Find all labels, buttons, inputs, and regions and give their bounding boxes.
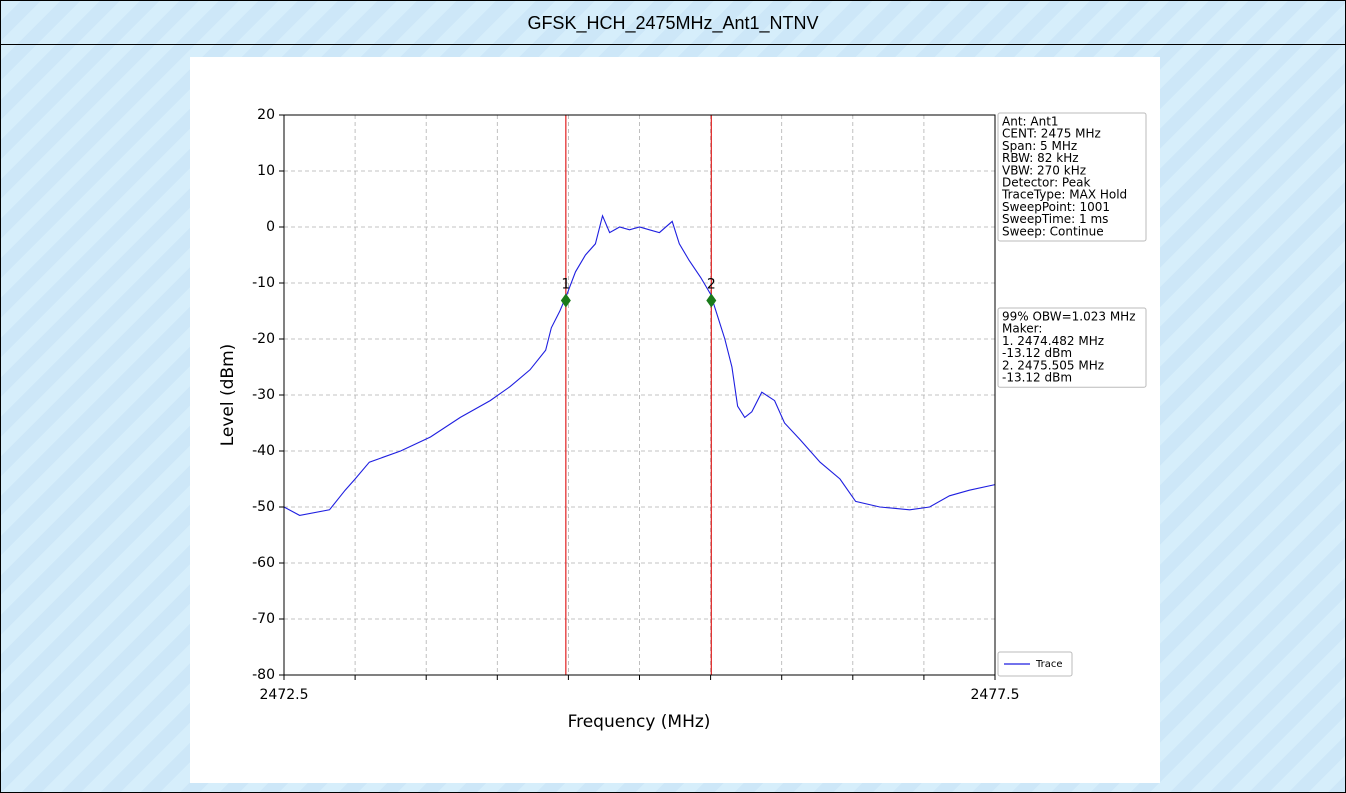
- legend-label: Trace: [1035, 659, 1063, 670]
- info-text: Span: 5 MHz: [1002, 139, 1077, 153]
- y-tick-label: -20: [252, 331, 275, 347]
- info-text: VBW: 270 kHz: [1002, 163, 1086, 177]
- info-text: Sweep: Continue: [1002, 224, 1104, 238]
- trace-line: [283, 214, 996, 516]
- y-tick-label: -30: [252, 387, 275, 403]
- y-tick-label: -70: [252, 611, 275, 627]
- info-text: SweepPoint: 1001: [1002, 200, 1110, 214]
- info-box: [997, 307, 1147, 388]
- y-tick-label: -50: [252, 499, 275, 515]
- marker-label: 1: [561, 276, 570, 292]
- header-title: GFSK_HCH_2475MHz_Ant1_NTNV: [1, 1, 1345, 45]
- x-axis-label: Frequency (MHz): [568, 712, 711, 732]
- plot-frame: [283, 114, 996, 676]
- info-text: 99% OBW=1.023 MHz: [1002, 310, 1136, 324]
- info-text: Detector: Peak: [1002, 176, 1090, 190]
- info-text: CENT: 2475 MHz: [1002, 127, 1101, 141]
- y-tick-label: 10: [257, 163, 275, 179]
- info-text: SweepTime: 1 ms: [1002, 212, 1108, 226]
- info-text: 1. 2474.482 MHz: [1002, 334, 1104, 348]
- y-tick-label: 20: [257, 107, 275, 123]
- y-tick-label: -80: [252, 667, 275, 683]
- x-tick-label: 2472.5: [260, 687, 309, 703]
- info-text: Maker:: [1002, 322, 1042, 336]
- y-axis-label: Level (dBm): [218, 344, 238, 447]
- info-text: 2. 2475.505 MHz: [1002, 358, 1104, 372]
- marker-point: [706, 293, 717, 308]
- marker-point: [560, 293, 571, 308]
- info-text: TraceType: MAX Hold: [1001, 188, 1127, 202]
- info-text: RBW: 82 kHz: [1002, 151, 1079, 165]
- info-text: -13.12 dBm: [1002, 371, 1072, 385]
- info-text: Ant: Ant1: [1002, 115, 1059, 129]
- info-box: [997, 112, 1147, 242]
- y-tick-label: -40: [252, 443, 275, 459]
- info-text: -13.12 dBm: [1002, 346, 1072, 360]
- x-tick-label: 2477.5: [971, 687, 1020, 703]
- y-tick-label: -10: [252, 275, 275, 291]
- legend-box: [997, 651, 1073, 677]
- y-tick-label: 0: [266, 219, 275, 235]
- y-tick-label: -60: [252, 555, 275, 571]
- marker-label: 2: [707, 276, 716, 292]
